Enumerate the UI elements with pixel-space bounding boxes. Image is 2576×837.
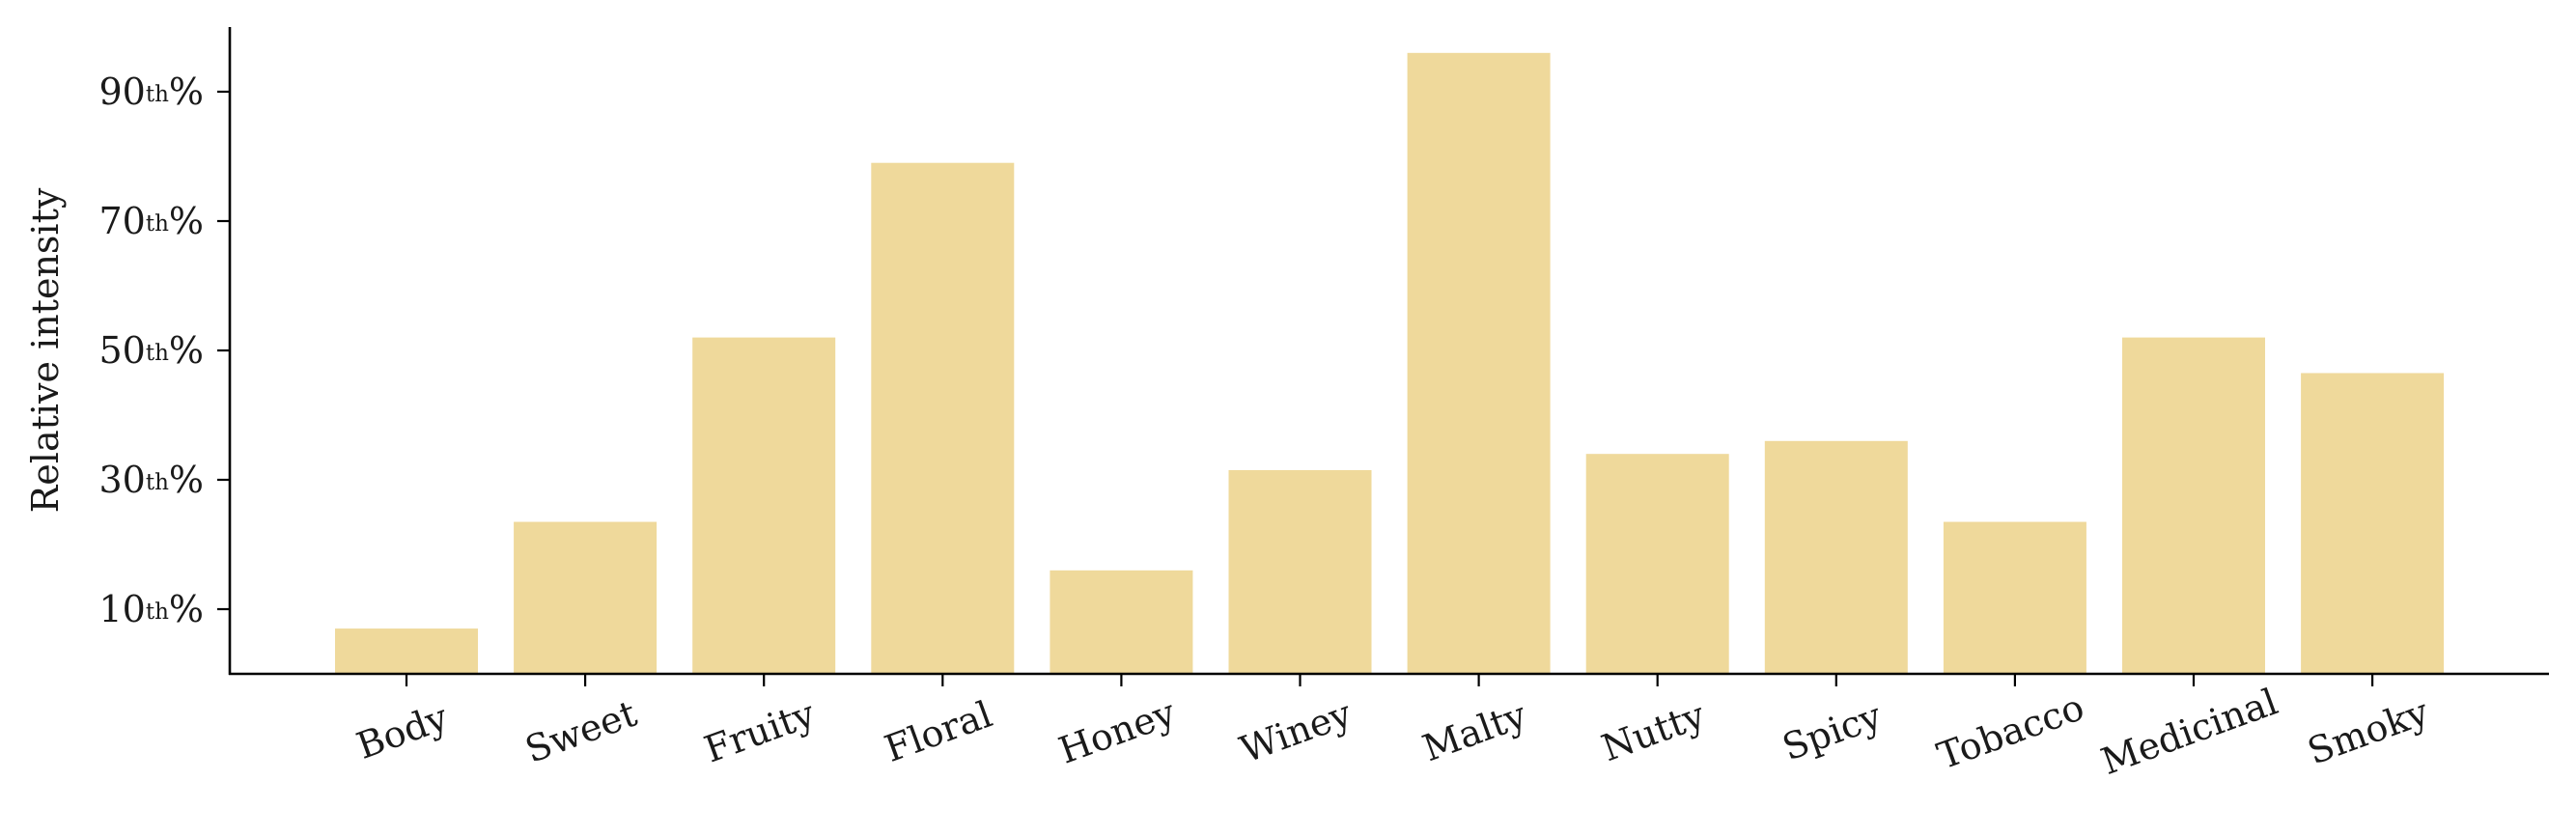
bar-smoky	[2301, 373, 2445, 674]
x-tick-label: Fruity	[699, 692, 821, 771]
y-tick-label: 90th%	[98, 70, 204, 113]
bar-tobacco	[1943, 521, 2086, 674]
x-tick-label: Smoky	[2302, 690, 2434, 773]
bar-sweet	[514, 521, 658, 674]
bar-floral	[871, 162, 1015, 674]
x-tick-label: Medicinal	[2095, 681, 2282, 784]
bar-medicinal	[2122, 337, 2265, 674]
y-tick-label: 10th%	[98, 588, 204, 630]
bar-nutty	[1585, 454, 1729, 674]
x-tick-label: Floral	[880, 693, 998, 770]
y-axis-label: Relative intensity	[24, 187, 67, 513]
bar-fruity	[692, 337, 836, 674]
y-tick-label: 30th%	[98, 459, 204, 501]
x-tick-label: Honey	[1053, 691, 1181, 772]
x-axis: Body Sweet Fruity Floral Honey Winey Malty Nutt…	[229, 672, 2549, 784]
bar-body	[335, 628, 478, 674]
x-tick-label: Spicy	[1777, 694, 1887, 769]
y-tick-label: 50th%	[98, 329, 204, 372]
x-tick-label: Tobacco	[1932, 685, 2089, 777]
bar-spicy	[1764, 440, 1908, 674]
bar-honey	[1050, 570, 1193, 674]
x-tick-label: Nutty	[1596, 693, 1711, 769]
x-tick-label: Body	[351, 695, 454, 767]
bar-winey	[1228, 469, 1372, 674]
y-axis: 10th% 30th% 50th% 70th% 90th%	[98, 27, 232, 675]
bars-group	[335, 52, 2445, 675]
x-tick-label: Sweet	[519, 692, 642, 771]
x-tick-label: Winey	[1235, 692, 1358, 771]
x-tick-label: Malty	[1417, 693, 1532, 769]
bar-malty	[1407, 52, 1551, 675]
y-tick-label: 70th%	[98, 200, 204, 242]
